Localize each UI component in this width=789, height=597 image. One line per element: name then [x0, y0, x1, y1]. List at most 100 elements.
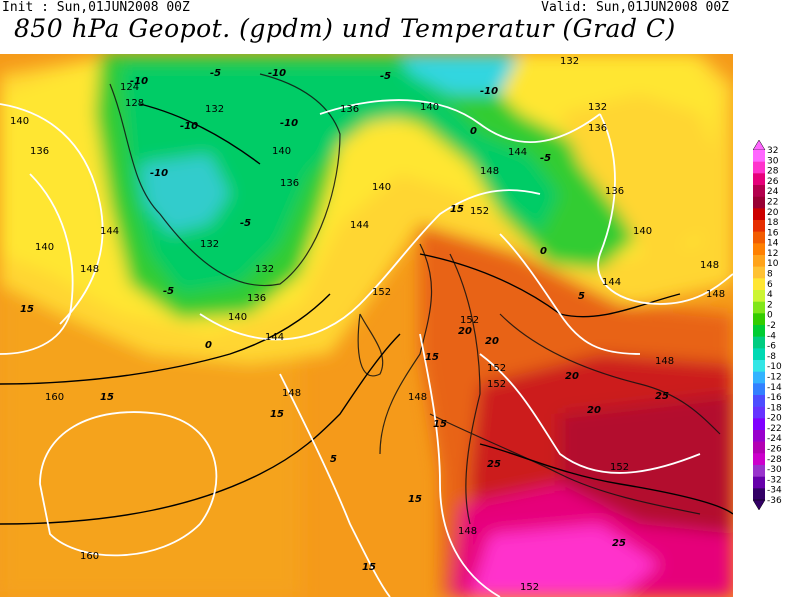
colorbar-label: -2 [767, 321, 776, 331]
colorbar-label: 4 [767, 290, 773, 300]
temp-label: 0 [540, 246, 547, 257]
geopot-label: 132 [560, 56, 579, 67]
geopot-label: 136 [30, 146, 49, 157]
temp-label: -5 [210, 68, 221, 79]
geopot-label: 128 [125, 98, 144, 109]
geopot-label: 148 [458, 526, 477, 537]
colorbar-swatch [753, 278, 765, 291]
temp-label: 15 [362, 562, 376, 573]
geopot-label: 140 [272, 146, 291, 157]
geopot-label: 140 [420, 102, 439, 113]
geopot-label: 148 [480, 166, 499, 177]
temp-label: -10 [268, 68, 286, 79]
colorbar-label: -4 [767, 331, 776, 341]
colorbar-swatch [753, 243, 765, 256]
temperature-labels: -10 -5 -10 -10 -10 -5 -10 -5 15 15 0 15 … [20, 68, 669, 573]
geopot-label: 152 [487, 379, 506, 390]
geopot-label: 152 [520, 582, 539, 593]
colorbar-label: 2 [767, 300, 773, 310]
colorbar-swatch [753, 348, 765, 361]
colorbar-label: -6 [767, 342, 776, 352]
temp-label: -5 [380, 71, 391, 82]
colorbar-swatch [753, 453, 765, 466]
geopot-label: 132 [200, 239, 219, 250]
colorbar-label: 12 [767, 249, 778, 259]
temp-label: -10 [280, 118, 298, 129]
valid-time: Valid: Sun,01JUN2008 00Z [541, 0, 729, 15]
temp-label: -10 [150, 168, 168, 179]
temp-label: 15 [20, 304, 34, 315]
temp-label: 0 [205, 340, 212, 351]
geopot-label: 160 [80, 551, 99, 562]
colorbar-label: 6 [767, 280, 773, 290]
colorbar-swatch [753, 266, 765, 279]
geopot-label: 132 [255, 264, 274, 275]
colorbar-swatch [753, 476, 765, 489]
colorbar-label: 28 [767, 167, 779, 177]
geopot-label: 144 [508, 147, 527, 158]
colorbar-swatch [753, 185, 765, 197]
colorbar-label: 18 [767, 218, 779, 228]
geopot-label: 144 [100, 226, 119, 237]
geopot-label: 144 [350, 220, 369, 231]
geopot-label: 148 [700, 260, 719, 271]
colorbar-swatch [753, 150, 765, 162]
geopot-label: 152 [470, 206, 489, 217]
geopot-label: 152 [460, 315, 479, 326]
colorbar-swatch [753, 325, 765, 337]
geopot-label: 140 [633, 226, 652, 237]
colorbar-label: 10 [767, 259, 779, 269]
colorbar-swatch [753, 441, 765, 454]
colorbar-swatch [753, 395, 765, 407]
temp-label: 15 [100, 392, 114, 403]
colorbar-swatch [753, 488, 765, 501]
colorbar-swatch [753, 173, 765, 186]
geopot-label: 148 [655, 356, 674, 367]
colorbar-label: -32 [767, 475, 782, 485]
temp-label: 25 [655, 391, 669, 402]
colorbar-swatch [753, 313, 765, 326]
geopot-label: 136 [605, 186, 624, 197]
geopot-label: 152 [610, 462, 629, 473]
colorbar-swatch [753, 360, 765, 372]
geopot-label: 124 [120, 82, 139, 93]
temp-label: -10 [180, 121, 198, 132]
temp-label: 20 [485, 336, 499, 347]
colorbar-label: -30 [767, 465, 782, 475]
colorbar-label: 26 [767, 177, 779, 187]
temp-label: 15 [270, 409, 284, 420]
temp-label: 20 [565, 371, 579, 382]
geopot-label: 136 [588, 123, 607, 134]
colorbar-label: -12 [767, 372, 782, 382]
geopot-label: 136 [247, 293, 266, 304]
colorbar-swatch [753, 418, 765, 431]
geopot-label: 152 [487, 363, 506, 374]
temp-label: 25 [487, 459, 501, 470]
colorbar-swatch [753, 196, 765, 209]
geopotential-labels: 140 136 140 148 144 160 160 124 128 132 … [10, 56, 725, 593]
geopot-label: 140 [228, 312, 247, 323]
colorbar-label: 16 [767, 228, 779, 238]
colorbar-label: 30 [767, 156, 779, 166]
init-time: Init : Sun,01JUN2008 00Z [2, 0, 190, 15]
temp-label: 15 [408, 494, 422, 505]
colorbar-label: -14 [767, 383, 782, 393]
colorbar-swatch [753, 465, 765, 477]
colorbar-label: -34 [767, 486, 782, 496]
chart-title: 850 hPa Geopot. (gpdm) und Temperatur (G… [14, 14, 676, 43]
weather-map: 140 136 140 148 144 160 160 124 128 132 … [0, 54, 733, 597]
colorbar-label: 22 [767, 197, 778, 207]
colorbar-label: 20 [767, 208, 779, 218]
colorbar-label: -18 [767, 403, 782, 413]
colorbar-swatch [753, 220, 765, 232]
temp-label: -10 [130, 76, 148, 87]
geopot-label: 160 [45, 392, 64, 403]
temp-label: 5 [330, 454, 337, 465]
colorbar-swatch [753, 371, 765, 384]
temp-label: -5 [540, 153, 551, 164]
colorbar-label: -8 [767, 352, 776, 362]
colorbar-label: -10 [767, 362, 782, 372]
geopot-label: 136 [280, 178, 299, 189]
geopot-label: 148 [80, 264, 99, 275]
colorbar-label: 8 [767, 270, 773, 280]
